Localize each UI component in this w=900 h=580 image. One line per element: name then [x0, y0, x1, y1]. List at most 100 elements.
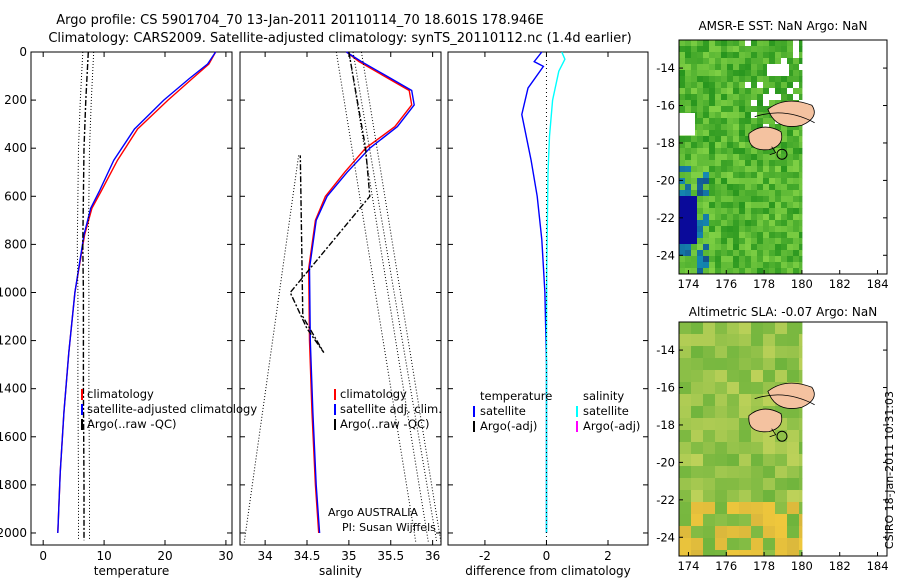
map-cell	[709, 256, 716, 263]
map-cell	[793, 88, 800, 95]
map-cell	[799, 358, 803, 371]
map-cell	[691, 178, 698, 185]
y-tick-label: 0	[19, 45, 27, 59]
map-cell	[787, 184, 794, 191]
map-cell	[691, 82, 698, 89]
map-cell	[703, 172, 710, 179]
map-cell	[745, 40, 752, 47]
map-cell	[727, 382, 740, 395]
map-cell	[775, 166, 782, 173]
map-cell	[709, 52, 716, 59]
map-cell	[739, 406, 752, 419]
map-cell	[775, 478, 788, 491]
map-cell	[685, 106, 692, 113]
map-cell	[745, 166, 752, 173]
map-cell	[799, 142, 803, 149]
map-cell	[769, 88, 776, 95]
map-cell	[775, 244, 782, 251]
legend-label: satellite	[480, 404, 526, 418]
map-cell	[739, 466, 752, 479]
map-cell	[763, 538, 776, 551]
map-cell	[793, 52, 800, 59]
y-tick-label: -20	[656, 455, 675, 469]
map-cell	[799, 550, 803, 557]
map-cell	[781, 256, 788, 263]
map-cell	[763, 94, 770, 101]
map-cell	[691, 220, 698, 227]
map-cell	[691, 322, 704, 335]
map-cell	[781, 178, 788, 185]
x-axis-label: temperature	[94, 564, 169, 578]
map-cell	[721, 40, 728, 47]
map-cell	[757, 202, 764, 209]
map-cell	[793, 142, 800, 149]
map-cell	[703, 526, 716, 539]
map-cell	[709, 76, 716, 83]
map-cell	[685, 232, 692, 239]
map-cell	[685, 244, 692, 251]
map-cell	[787, 238, 794, 245]
map-cell	[721, 268, 728, 275]
map-cell	[787, 334, 800, 347]
map-cell	[703, 346, 716, 359]
map-cell	[727, 52, 734, 59]
map-cell	[709, 178, 716, 185]
map-cell	[763, 238, 770, 245]
map-cell	[799, 202, 803, 209]
map-cell	[769, 124, 776, 131]
map-cell	[751, 154, 758, 161]
map-cell	[727, 64, 734, 71]
map-cell	[793, 268, 800, 275]
map-cell	[757, 232, 764, 239]
std-dev-line	[360, 51, 442, 543]
map-cell	[697, 160, 704, 167]
map-cell	[751, 214, 758, 221]
map-cell	[787, 64, 794, 71]
map-cell	[703, 244, 710, 251]
map-cell	[745, 52, 752, 59]
map-cell	[733, 190, 740, 197]
y-tick-label: -16	[656, 381, 675, 395]
map-cell	[679, 226, 686, 233]
map-cell	[703, 88, 710, 95]
map-cell	[691, 58, 698, 65]
map-cell	[727, 322, 740, 335]
map-cell	[721, 226, 728, 233]
std-dev-line	[243, 155, 300, 543]
map-cell	[775, 196, 782, 203]
map-cell	[721, 196, 728, 203]
map-cell	[691, 94, 698, 101]
map-cell	[763, 268, 770, 275]
y-tick-label: 400	[4, 141, 27, 155]
std-dev-line	[76, 51, 84, 541]
map-cell	[703, 262, 710, 269]
map-cell	[787, 550, 800, 557]
map-cell	[793, 94, 800, 101]
map-cell	[751, 82, 758, 89]
map-cell	[751, 238, 758, 245]
map-cell	[793, 208, 800, 215]
map-cell	[721, 148, 728, 155]
map-cell	[691, 262, 698, 269]
map-frame	[678, 321, 888, 557]
map-cell	[679, 190, 686, 197]
map-cell	[715, 538, 728, 551]
map-cell	[799, 76, 803, 83]
map-cell	[679, 250, 686, 257]
map-cell	[775, 268, 782, 275]
map-cell	[703, 142, 710, 149]
map-cell	[691, 442, 704, 455]
map-cell	[691, 250, 698, 257]
map-cell	[787, 358, 800, 371]
map-cell	[727, 232, 734, 239]
map-cell	[697, 112, 704, 119]
map-cell	[679, 418, 692, 431]
map-cell	[799, 526, 803, 539]
map-cell	[751, 208, 758, 215]
map-cell	[799, 46, 803, 53]
map-cell	[799, 148, 803, 155]
map-cell	[727, 166, 734, 173]
map-cell	[703, 490, 716, 503]
map-cell	[685, 82, 692, 89]
map-cell	[679, 502, 692, 515]
